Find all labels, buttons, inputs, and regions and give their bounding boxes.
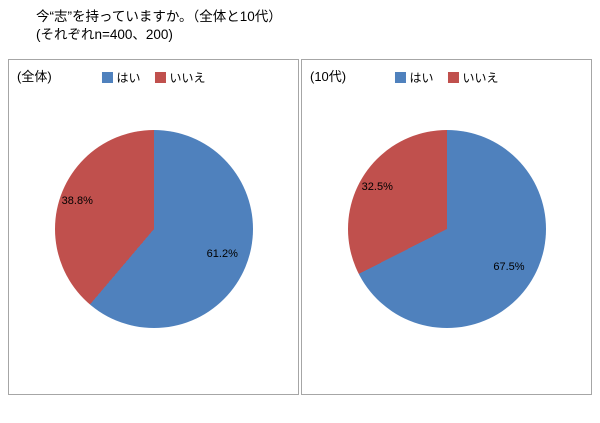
pie-wrap-teens: 67.5% 32.5% <box>347 130 546 329</box>
panel-title-overall: (全体) <box>17 69 52 85</box>
slice-label: 61.2% <box>206 248 238 261</box>
legend-overall: はい いいえ <box>101 69 206 86</box>
legend-item-yes: はい <box>394 69 434 86</box>
legend-item-no: いいえ <box>154 69 206 86</box>
chart-title-line2: (それぞれn=400、200) <box>36 26 173 42</box>
slice-label: 67.5% <box>493 261 525 274</box>
legend-teens: はい いいえ <box>394 69 499 86</box>
chart-panels: (全体) はい いいえ 61.2% 38.8% (10代) はい <box>8 59 592 396</box>
panel-title-teens: (10代) <box>310 69 347 85</box>
pie-chart-overall: 61.2% 38.8% <box>54 130 253 329</box>
legend-swatch-no <box>447 72 459 84</box>
legend-swatch-no <box>154 72 166 84</box>
legend-label-no: いいえ <box>462 71 499 86</box>
legend-label-yes: はい <box>116 71 141 86</box>
pie-wrap-overall: 61.2% 38.8% <box>54 130 253 329</box>
pie-chart-teens: 67.5% 32.5% <box>347 130 546 329</box>
legend-label-no: いいえ <box>169 71 206 86</box>
legend-item-yes: はい <box>101 69 141 86</box>
legend-item-no: いいえ <box>447 69 499 86</box>
panel-teens: (10代) はい いいえ 67.5% 32.5% <box>301 59 592 396</box>
slice-label: 32.5% <box>361 180 393 193</box>
legend-label-yes: はい <box>409 71 434 86</box>
chart-title-line1: 今“志”を持っていますか。（全体と10代） <box>36 9 282 24</box>
slice-label: 38.8% <box>61 195 93 208</box>
chart-title: 今“志”を持っていますか。（全体と10代） (それぞれn=400、200) <box>0 0 600 43</box>
legend-swatch-yes <box>394 72 406 84</box>
legend-swatch-yes <box>101 72 113 84</box>
panel-overall: (全体) はい いいえ 61.2% 38.8% <box>8 59 299 396</box>
